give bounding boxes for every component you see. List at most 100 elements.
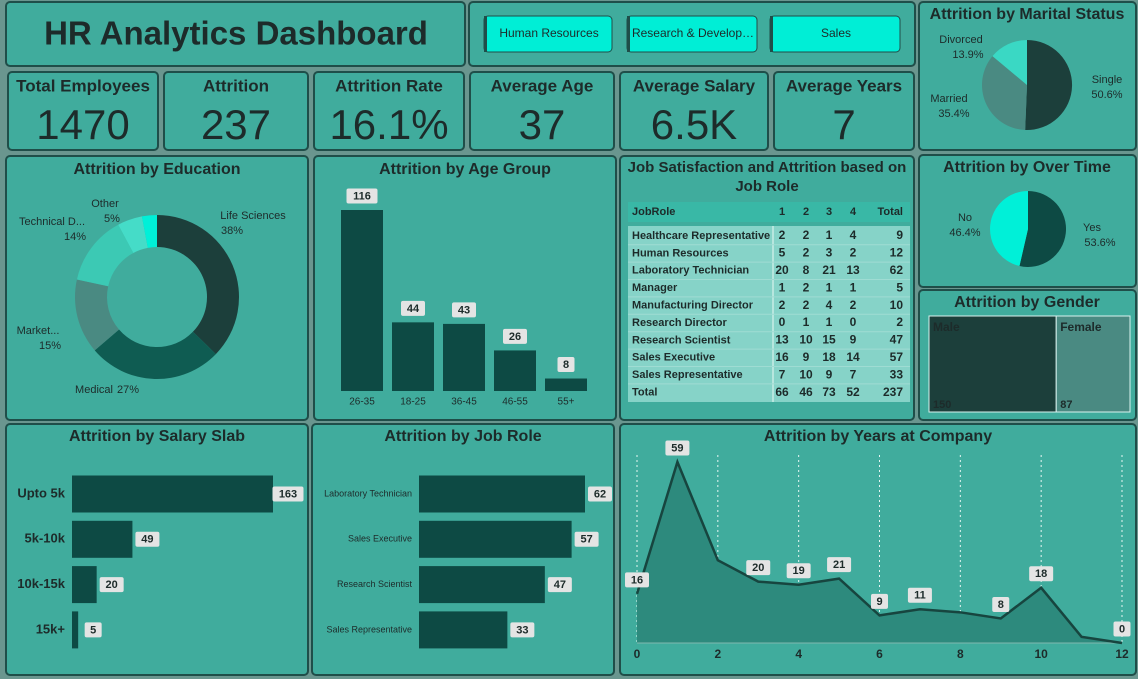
slice-value: 38% — [221, 225, 243, 237]
pie-slice — [982, 56, 1027, 130]
tile-value: 87 — [1060, 399, 1072, 411]
table-cell: 2 — [779, 228, 786, 242]
data-label: 20 — [106, 579, 118, 591]
x-tick-label: 55+ — [558, 397, 575, 408]
data-label: 19 — [793, 565, 805, 577]
table-cell: 1 — [826, 228, 833, 242]
data-label: 8 — [998, 599, 1004, 611]
panel — [619, 71, 769, 151]
slice-label: Single — [1092, 74, 1123, 86]
y-tick-label: 10k-15k — [17, 576, 65, 591]
button-edge — [484, 16, 487, 52]
bar — [419, 520, 572, 558]
slice-value: 27% — [117, 384, 139, 396]
data-label-box — [992, 596, 1010, 612]
data-label: 0 — [1119, 623, 1125, 635]
button-edge — [770, 16, 773, 52]
table-cell: 7 — [850, 367, 857, 381]
data-label: 43 — [458, 304, 470, 316]
table-cell: 10 — [799, 367, 813, 381]
chart-title: Attrition by Marital Status — [930, 6, 1125, 23]
dashboard-title: HR Analytics Dashboard — [44, 15, 428, 52]
x-tick-label: 2 — [714, 647, 721, 661]
table-cell: 62 — [890, 263, 904, 277]
x-tick-label: 0 — [634, 647, 641, 661]
data-label-box — [503, 328, 527, 344]
data-label-box — [84, 622, 102, 638]
table-cell: 2 — [803, 228, 810, 242]
slice-label: Life Sciences — [220, 210, 286, 222]
table-cell: 9 — [850, 333, 857, 347]
bar — [443, 323, 485, 391]
data-label-box — [746, 560, 771, 576]
chart-title: Attrition by Job Role — [384, 428, 541, 445]
kpi-value: 6.5K — [651, 101, 737, 148]
slice-value: 50.6% — [1091, 89, 1122, 101]
table-cell: 8 — [803, 263, 810, 277]
table-cell: Human Resources — [632, 247, 729, 259]
table-cell: 1 — [826, 315, 833, 329]
x-tick-label: 4 — [795, 647, 802, 661]
chart-title: Attrition by Gender — [954, 294, 1100, 311]
slice-label: Market... — [17, 325, 60, 337]
kpi-value: 16.1% — [329, 101, 448, 148]
data-label: 26 — [509, 331, 521, 343]
table-cell: 14 — [846, 350, 860, 364]
x-tick-label: 12 — [1115, 647, 1129, 661]
table-cell: 7 — [779, 367, 786, 381]
data-label: 20 — [752, 562, 764, 574]
data-label-box — [452, 302, 476, 318]
data-label-box — [557, 357, 575, 373]
bar — [494, 350, 536, 391]
pie-slice — [1025, 39, 1073, 130]
filter-button[interactable]: Sales — [769, 15, 901, 53]
table-cell: 66 — [775, 385, 789, 399]
slice-value: 5% — [104, 213, 120, 225]
data-label-box — [827, 557, 852, 573]
slice-value: 53.6% — [1084, 237, 1115, 249]
data-label: 47 — [554, 579, 566, 591]
table-title: Job Satisfaction and Attrition based on … — [627, 159, 907, 195]
y-tick-label: Sales Executive — [348, 534, 412, 544]
filter-button[interactable]: Research & Develop… — [626, 15, 758, 53]
pie-slice — [990, 191, 1028, 267]
data-label: 5 — [90, 624, 96, 636]
table-cell: 73 — [822, 385, 836, 399]
data-label-box — [1113, 621, 1131, 637]
slice-label: Other — [91, 198, 119, 210]
table-cell: Research Scientist — [632, 334, 731, 346]
x-tick-label: 36-45 — [451, 397, 477, 408]
table-cell: 4 — [850, 228, 857, 242]
kpi-label: Attrition — [203, 76, 269, 95]
bar — [392, 322, 434, 391]
table-cell: 5 — [896, 280, 903, 294]
data-label: 49 — [141, 534, 153, 546]
bar — [72, 520, 133, 558]
data-label: 62 — [594, 488, 606, 500]
treemap-tile — [1055, 315, 1131, 413]
table-cell: 1 — [803, 315, 810, 329]
y-tick-label: Sales Representative — [326, 624, 412, 634]
slice-value: 13.9% — [952, 49, 983, 61]
table-cell: 10 — [890, 298, 904, 312]
table-cell: Sales Representative — [632, 369, 743, 381]
panel — [313, 155, 617, 421]
data-label-box — [588, 486, 612, 502]
data-label-box — [346, 188, 378, 204]
data-label-box — [871, 593, 888, 609]
pie-slice — [94, 329, 216, 379]
chart-title: Attrition by Over Time — [943, 159, 1111, 176]
table-cell: 15 — [822, 333, 836, 347]
data-label: 33 — [516, 624, 528, 636]
table-cell: 9 — [826, 367, 833, 381]
bar — [341, 210, 383, 391]
table-cell: 10 — [799, 333, 813, 347]
table-cell: 52 — [846, 385, 860, 399]
filter-button[interactable]: Human Resources — [483, 15, 613, 53]
panel — [773, 71, 915, 151]
pie-slice — [75, 279, 120, 351]
tile-value: 150 — [933, 399, 951, 411]
treemap-tile — [928, 315, 1057, 413]
slice-label: Divorced — [939, 34, 982, 46]
table-cell: 13 — [846, 263, 860, 277]
